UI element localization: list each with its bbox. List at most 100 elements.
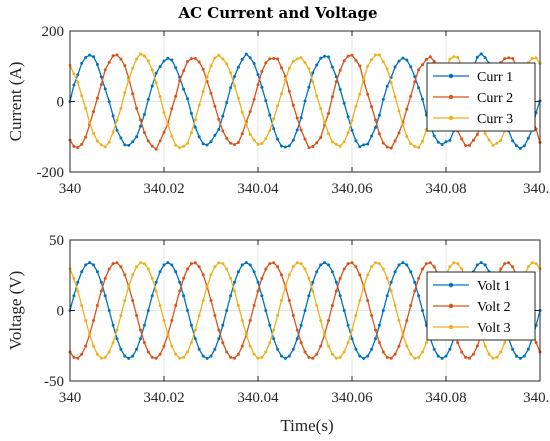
- data-point: [72, 294, 76, 298]
- data-point: [240, 263, 244, 267]
- data-point: [330, 65, 334, 69]
- data-point: [389, 146, 393, 150]
- data-point: [268, 323, 272, 327]
- data-point: [197, 314, 201, 317]
- data-point: [182, 276, 186, 280]
- data-point: [123, 143, 127, 147]
- data-point: [405, 319, 409, 322]
- data-point: [119, 347, 123, 351]
- data-point: [123, 64, 127, 68]
- data-point: [139, 261, 142, 265]
- x-tick-label: 340.04: [237, 181, 279, 197]
- data-point: [507, 56, 511, 60]
- data-point: [370, 105, 374, 109]
- data-point: [377, 53, 381, 57]
- data-point: [107, 309, 111, 312]
- data-point: [307, 67, 311, 71]
- data-point: [280, 144, 283, 148]
- data-point: [174, 94, 178, 98]
- data-point: [350, 118, 354, 122]
- data-point: [76, 356, 80, 360]
- data-point: [193, 328, 197, 332]
- data-point: [381, 60, 385, 64]
- voltage-panel: 340 340.02 340.04 340.06 340.08 340.1 50 0 -50 Vo…: [6, 233, 550, 406]
- data-point: [260, 142, 264, 145]
- data-point: [205, 143, 209, 147]
- data-point: [103, 294, 107, 298]
- data-point: [154, 280, 158, 284]
- data-point: [209, 91, 213, 95]
- data-point: [385, 145, 389, 149]
- data-point: [236, 65, 240, 69]
- data-point: [291, 59, 295, 63]
- data-point: [283, 145, 287, 149]
- data-point: [182, 69, 186, 73]
- data-point: [338, 144, 342, 148]
- data-point: [260, 355, 264, 359]
- data-point: [327, 344, 330, 348]
- data-point: [522, 144, 526, 148]
- data-point: [225, 62, 229, 66]
- data-point: [393, 65, 397, 69]
- data-point: [139, 52, 142, 56]
- data-point: [244, 122, 248, 126]
- data-point: [307, 85, 311, 89]
- data-point: [84, 319, 88, 322]
- data-point: [350, 261, 354, 265]
- data-point: [240, 319, 244, 322]
- data-point: [142, 341, 146, 345]
- data-point: [315, 63, 319, 67]
- data-point: [158, 95, 162, 98]
- data-point: [236, 352, 240, 356]
- data-point: [264, 267, 268, 271]
- data-point: [534, 262, 538, 266]
- data-point: [311, 71, 315, 75]
- data-point: [107, 140, 111, 144]
- data-point: [334, 280, 338, 284]
- data-point: [515, 354, 518, 358]
- data-point: [174, 143, 178, 147]
- data-point: [503, 262, 507, 266]
- data-point: [327, 132, 330, 136]
- data-point: [346, 323, 350, 327]
- x-tick-label: 340.08: [425, 390, 466, 406]
- data-point: [276, 347, 280, 351]
- data-point: [178, 280, 182, 284]
- data-point: [342, 350, 346, 354]
- data-point: [366, 92, 370, 96]
- data-point: [515, 144, 518, 148]
- data-point: [346, 54, 350, 58]
- data-point: [84, 263, 88, 267]
- data-point: [432, 134, 436, 138]
- data-point: [111, 323, 115, 327]
- data-point: [95, 270, 99, 274]
- y-tick-label: 0: [57, 304, 65, 320]
- data-point: [358, 354, 362, 358]
- legend: Volt 1 Volt 2 Volt 3: [426, 271, 536, 341]
- data-point: [174, 66, 178, 70]
- x-tick-label: 340.1: [523, 181, 550, 197]
- data-point: [291, 103, 295, 107]
- data-point: [385, 355, 389, 359]
- data-point: [248, 110, 252, 114]
- data-point: [362, 143, 366, 147]
- data-point: [201, 67, 205, 71]
- data-point: [377, 262, 381, 266]
- data-point: [111, 341, 115, 345]
- data-point: [76, 73, 80, 77]
- data-point: [432, 265, 436, 269]
- data-point: [401, 333, 405, 336]
- data-point: [338, 294, 342, 298]
- data-point: [80, 352, 84, 356]
- data-point: [428, 261, 432, 265]
- data-point: [229, 71, 233, 75]
- data-point: [303, 309, 307, 312]
- data-point: [338, 88, 342, 91]
- data-point: [95, 96, 99, 100]
- data-point: [280, 92, 283, 96]
- data-point: [448, 57, 452, 61]
- data-point: [518, 356, 522, 360]
- data-point: [88, 333, 92, 336]
- data-point: [111, 130, 115, 134]
- data-point: [483, 344, 487, 348]
